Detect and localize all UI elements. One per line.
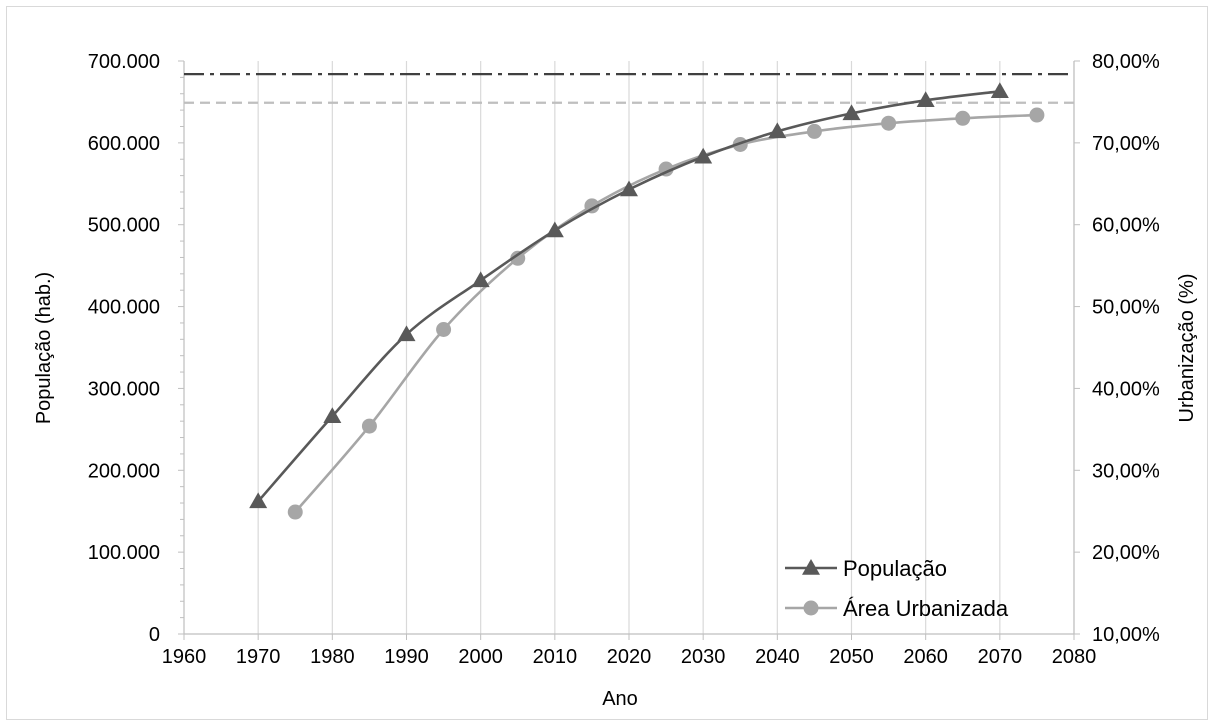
y2-tick-label: 10,00% xyxy=(1092,624,1160,646)
data-point-populacao xyxy=(397,325,416,342)
data-point-populacao xyxy=(694,147,713,164)
x-tick-label: 2040 xyxy=(755,646,800,668)
x-tick-label: 1960 xyxy=(162,646,207,668)
x-tick-label: 1990 xyxy=(384,646,429,668)
data-point-area-urbanizada xyxy=(881,115,897,131)
y2-tick-label: 60,00% xyxy=(1092,215,1160,237)
x-tick-label: 2020 xyxy=(607,646,652,668)
data-point-area-urbanizada xyxy=(436,321,452,337)
data-point-area-urbanizada xyxy=(955,110,971,126)
data-point-area-urbanizada xyxy=(1029,107,1045,123)
legend-marker-area-urbanizada xyxy=(803,600,819,616)
y2-axis-title: Urbanização (%) xyxy=(1176,274,1198,423)
y-tick-label: 700.000 xyxy=(88,51,160,73)
y2-tick-label: 80,00% xyxy=(1092,51,1160,73)
x-axis-title: Ano xyxy=(602,688,638,710)
y-tick-label: 600.000 xyxy=(88,133,160,155)
series-layer xyxy=(249,82,1045,520)
tick-labels: 1960 1970 1980 1990 2000 2010 2020 2030 2040 2050… xyxy=(88,51,1160,668)
x-tick-label: 2060 xyxy=(903,646,948,668)
y2-tick-label: 70,00% xyxy=(1092,133,1160,155)
y2-tick-label: 40,00% xyxy=(1092,378,1160,400)
data-point-populacao xyxy=(842,104,861,121)
y-tick-label: 200.000 xyxy=(88,460,160,482)
data-point-populacao xyxy=(323,407,342,424)
data-point-populacao xyxy=(990,82,1009,99)
y-tick-label: 500.000 xyxy=(88,215,160,237)
data-point-populacao xyxy=(768,122,787,139)
y2-tick-label: 30,00% xyxy=(1092,460,1160,482)
data-point-area-urbanizada xyxy=(361,418,377,434)
x-tick-label: 1970 xyxy=(236,646,281,668)
legend-label-populacao: População xyxy=(843,556,947,581)
data-point-area-urbanizada xyxy=(806,123,822,139)
legend-marker-populacao xyxy=(802,559,820,575)
series-line-populacao xyxy=(257,89,1000,503)
x-tick-label: 2030 xyxy=(681,646,726,668)
y-tick-label: 400.000 xyxy=(88,297,160,319)
series-line-area-urbanizada xyxy=(294,113,1037,513)
legend-label-area-urbanizada: Área Urbanizada xyxy=(843,596,1009,621)
chart-area xyxy=(6,6,1208,720)
data-point-populacao xyxy=(620,180,638,197)
data-point-populacao xyxy=(471,271,490,288)
data-point-populacao xyxy=(916,91,935,108)
y-axis-title: População (hab.) xyxy=(33,272,55,424)
y2-tick-label: 20,00% xyxy=(1092,542,1160,564)
x-tick-label: 2070 xyxy=(978,646,1023,668)
x-tick-label: 2010 xyxy=(533,646,578,668)
y-tick-label: 0 xyxy=(149,624,160,646)
data-point-area-urbanizada xyxy=(510,250,526,266)
y-tick-label: 300.000 xyxy=(88,378,160,400)
axes xyxy=(178,60,1080,640)
vertical-gridlines xyxy=(257,61,1075,634)
x-tick-label: 1980 xyxy=(310,646,355,668)
data-point-populacao xyxy=(249,492,268,509)
data-point-area-urbanizada xyxy=(287,504,303,520)
y2-tick-label: 50,00% xyxy=(1092,297,1160,319)
data-point-populacao xyxy=(545,221,564,238)
y-tick-label: 100.000 xyxy=(88,542,160,564)
x-tick-label: 2050 xyxy=(829,646,874,668)
x-tick-label: 2000 xyxy=(458,646,503,668)
x-tick-label: 2080 xyxy=(1052,646,1097,668)
legend: População Área Urbanizada xyxy=(785,556,1009,621)
